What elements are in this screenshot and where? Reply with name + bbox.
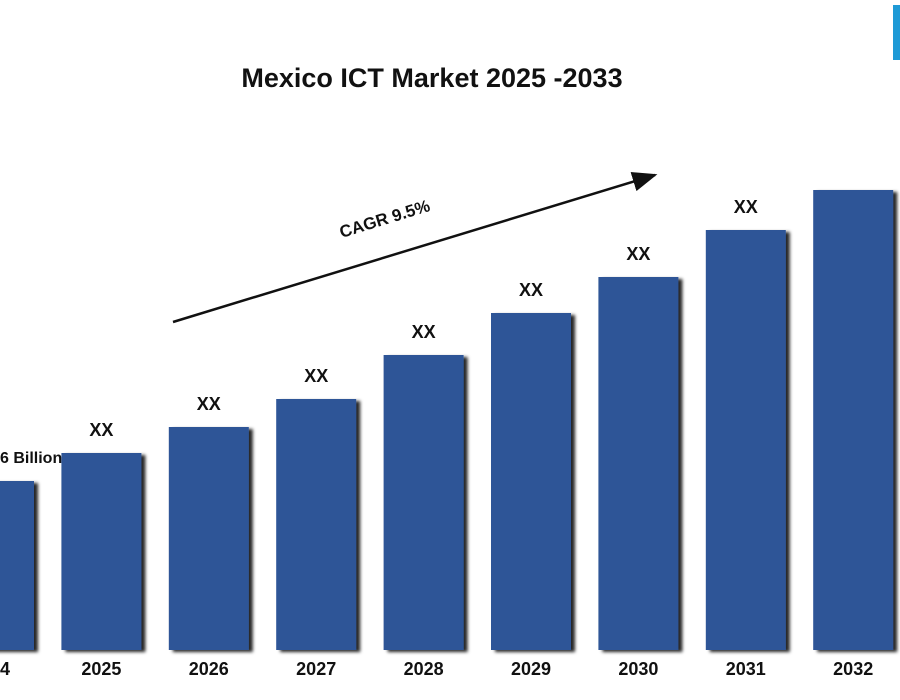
x-tick-label: 2028: [404, 659, 444, 679]
x-tick-label: 2030: [618, 659, 658, 679]
logo-fragment: [893, 5, 900, 60]
data-label: XX: [626, 244, 650, 264]
x-tick-label: 2029: [511, 659, 551, 679]
x-tick-label: 4: [0, 659, 10, 679]
data-label: 6 Billion: [0, 450, 62, 467]
bar: [61, 453, 142, 650]
data-label: XX: [89, 420, 113, 440]
bar: [598, 277, 679, 650]
data-label: XX: [412, 322, 436, 342]
x-tick-label: 2031: [726, 659, 766, 679]
bar: [168, 427, 249, 650]
cagr-label: CAGR 9.5%: [337, 196, 432, 242]
bar: [813, 190, 894, 650]
data-label: XX: [304, 366, 328, 386]
bar: [0, 481, 34, 650]
bar: [705, 230, 786, 650]
data-label: XX: [734, 197, 758, 217]
x-tick-label: 2026: [189, 659, 229, 679]
cagr-arrow: [172, 171, 658, 324]
x-tick-label: 2027: [296, 659, 336, 679]
x-tick-label: 2032: [833, 659, 873, 679]
bar: [491, 313, 571, 650]
bar: [383, 355, 464, 650]
data-label: XX: [519, 280, 543, 300]
x-tick-label: 2025: [81, 659, 121, 679]
data-label: XX: [197, 394, 221, 414]
chart-title: Mexico ICT Market 2025 -2033: [241, 63, 622, 93]
bar: [276, 399, 357, 650]
